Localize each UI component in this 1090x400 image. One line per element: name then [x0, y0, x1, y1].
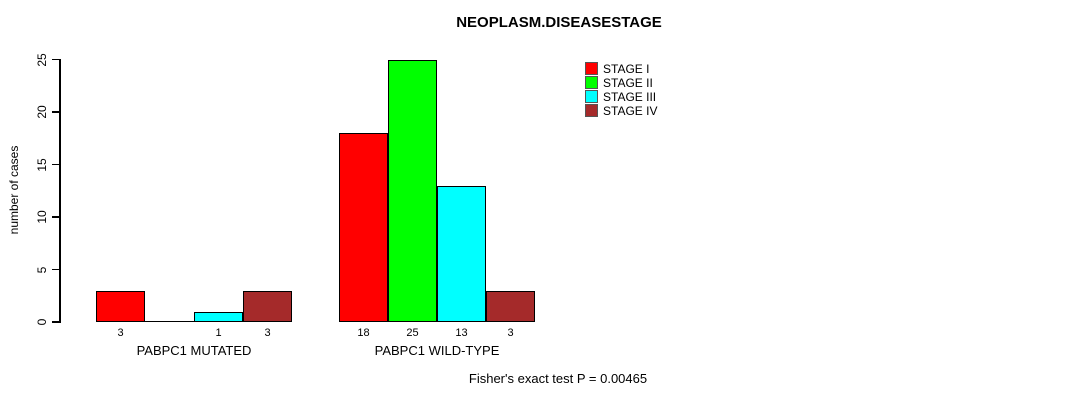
bar-stage-iii-pabpc1-mutated	[194, 311, 243, 322]
legend-item-stage-iv: STAGE IV	[585, 104, 657, 118]
y-tick-label: 5	[35, 266, 49, 273]
y-tick-label: 15	[35, 157, 49, 172]
legend-item-stage-i: STAGE I	[585, 62, 657, 76]
legend-item-stage-iii: STAGE III	[585, 90, 657, 104]
legend-item-stage-ii: STAGE II	[585, 76, 657, 90]
legend: STAGE I STAGE II STAGE III STAGE IV	[585, 62, 657, 118]
legend-swatch-stage-i	[585, 62, 598, 76]
bar-value-label: 3	[117, 327, 124, 339]
bar-value-label: 18	[357, 327, 370, 339]
bar-stage-ii-pabpc1-mutated	[145, 321, 194, 322]
bar-value-label: 3	[264, 327, 271, 339]
x-group-label-pabpc1-wild-type: PABPC1 WILD-TYPE	[374, 343, 500, 358]
y-tick	[52, 163, 59, 166]
y-tick	[52, 216, 59, 218]
chart-title: NEOPLASM.DISEASESTAGE	[456, 14, 662, 31]
legend-swatch-stage-iii	[585, 90, 598, 104]
stat-annotation: Fisher's exact test P = 0.00465	[468, 371, 648, 386]
y-tick	[52, 321, 59, 323]
bar-value-label: 13	[455, 327, 468, 339]
legend-label: STAGE III	[603, 89, 657, 104]
bar-value-label: 1	[215, 327, 222, 339]
bar-stage-i-pabpc1-wild-type	[339, 133, 388, 322]
legend-swatch-stage-ii	[585, 76, 598, 90]
y-tick	[52, 268, 59, 271]
y-tick	[52, 58, 59, 61]
x-group-label-pabpc1-mutated: PABPC1 MUTATED	[136, 343, 252, 358]
bar-stage-i-pabpc1-mutated	[96, 290, 145, 322]
y-tick-label: 20	[35, 105, 49, 119]
y-tick	[52, 111, 59, 113]
bar-value-label: 25	[406, 327, 419, 339]
legend-label: STAGE II	[603, 75, 653, 90]
bar-value-label: 3	[507, 327, 514, 339]
y-tick-label: 0	[35, 318, 49, 326]
y-axis-title: number of cases	[7, 145, 21, 235]
bar-stage-iv-pabpc1-mutated	[243, 290, 292, 322]
y-tick-label: 10	[35, 210, 49, 224]
y-axis-line	[59, 59, 61, 323]
bar-stage-iii-pabpc1-wild-type	[437, 185, 486, 322]
legend-label: STAGE IV	[603, 103, 658, 118]
legend-label: STAGE I	[603, 61, 650, 76]
y-tick-label: 25	[35, 52, 49, 67]
bar-stage-iv-pabpc1-wild-type	[486, 290, 535, 322]
bar-stage-ii-pabpc1-wild-type	[388, 59, 437, 322]
legend-swatch-stage-iv	[585, 104, 598, 118]
